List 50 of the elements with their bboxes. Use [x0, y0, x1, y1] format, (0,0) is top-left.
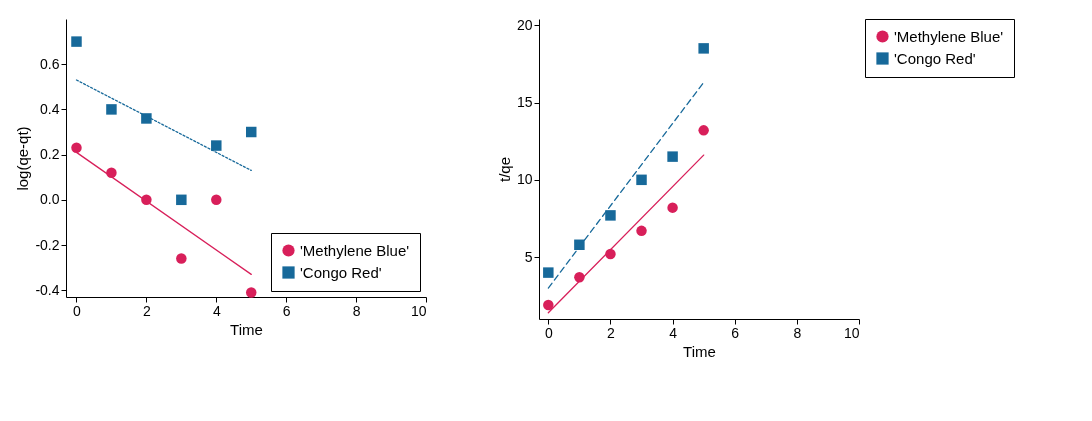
x-tick-label: 4 — [212, 302, 221, 319]
y-tick-label: 20 — [516, 16, 533, 33]
y-tick-label: 15 — [516, 94, 533, 111]
legend-label: 'Methylene Blue' — [300, 241, 410, 259]
y-tick-label: 0.4 — [40, 100, 60, 117]
point — [667, 202, 678, 213]
point — [605, 210, 616, 221]
x-tick-label: 4 — [669, 324, 678, 341]
y-tick-label: 10 — [516, 171, 533, 188]
x-tick-label: 0 — [73, 302, 82, 319]
x-tick-label: 0 — [544, 324, 553, 341]
point — [211, 140, 222, 151]
x-tick-label: 10 — [410, 302, 427, 319]
legend-label: 'Congo Red' — [300, 263, 382, 281]
x-tick-label: 6 — [731, 324, 740, 341]
point — [71, 142, 82, 154]
point — [71, 36, 82, 47]
point — [211, 194, 222, 206]
y-tick-label: 0.0 — [40, 191, 60, 208]
y-tick-label: -0.2 — [35, 236, 60, 253]
y-axis-title: t/qe — [495, 156, 513, 183]
point — [176, 194, 187, 206]
x-tick-label: 6 — [282, 302, 291, 319]
point — [636, 225, 647, 237]
point — [636, 174, 647, 186]
y-axis-title: log(qe-qt) — [14, 126, 32, 191]
y-tick-label: -0.4 — [35, 281, 60, 298]
y-tick-label: 0.2 — [40, 146, 60, 163]
x-tick-label: 8 — [793, 324, 802, 341]
point — [176, 253, 187, 264]
point — [246, 287, 257, 298]
point — [543, 299, 554, 311]
point — [574, 239, 585, 251]
x-axis-title: Time — [230, 320, 263, 338]
x-tick-label: 2 — [607, 324, 616, 341]
x-tick-label: 10 — [843, 324, 860, 341]
legend-label: 'Methylene Blue' — [894, 27, 1004, 45]
x-tick-label: 8 — [352, 302, 361, 319]
point — [141, 113, 152, 124]
x-tick-label: 2 — [142, 302, 151, 319]
y-tick-label: 0.6 — [40, 55, 60, 72]
point — [698, 125, 709, 136]
point — [543, 267, 554, 278]
legend-label: 'Congo Red' — [894, 49, 976, 67]
point — [667, 151, 678, 162]
point — [106, 104, 117, 115]
point — [246, 126, 257, 138]
y-tick-label: 5 — [524, 248, 533, 265]
point — [698, 43, 709, 54]
x-axis-title: Time — [683, 342, 716, 360]
